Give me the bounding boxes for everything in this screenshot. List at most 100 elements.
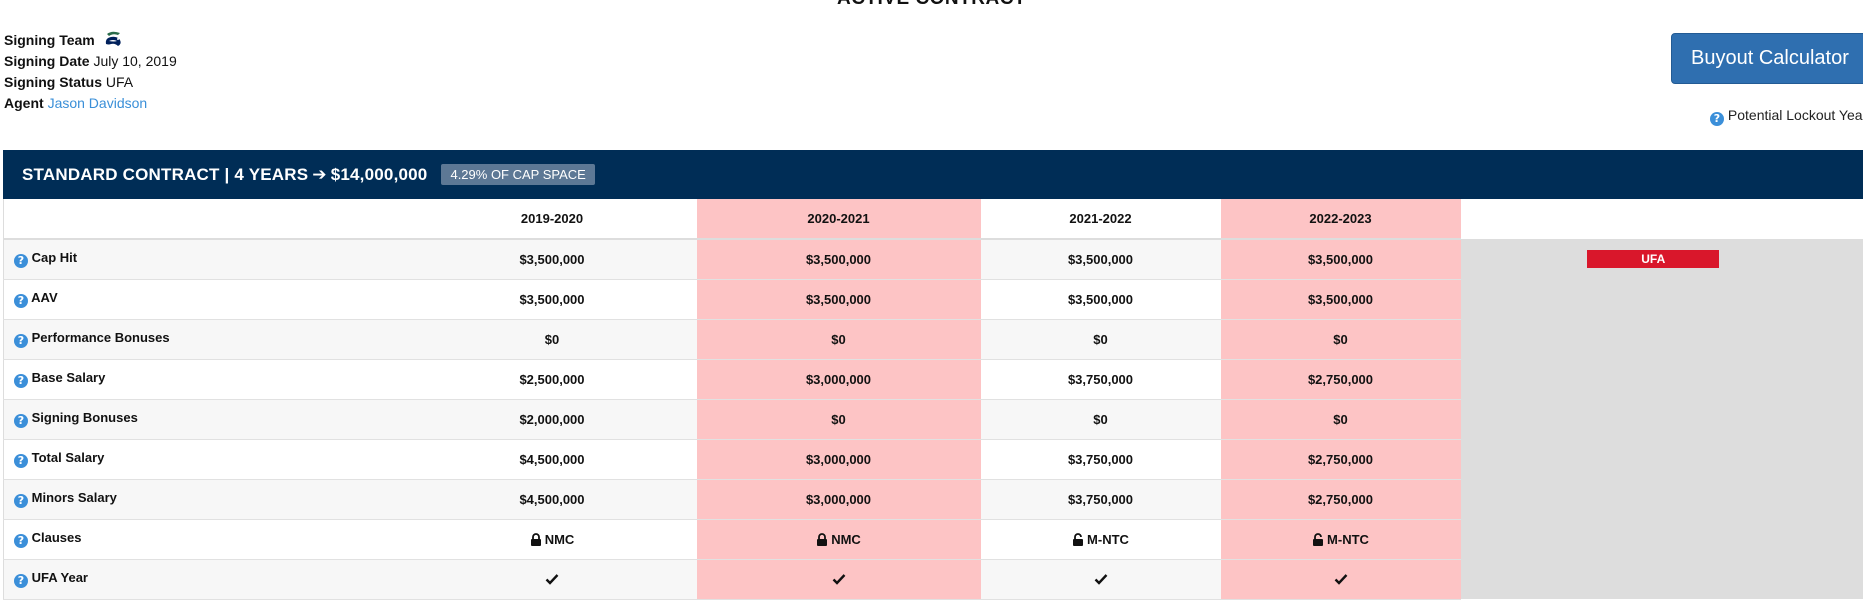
agent-label: Agent (4, 95, 44, 111)
value-cell (697, 559, 981, 599)
buyout-calculator-button[interactable]: Buyout Calculator (1671, 33, 1863, 84)
after-contract-cell: UFA (1461, 239, 1863, 279)
row-label: Clauses (32, 530, 82, 545)
season-header-row: 2019-2020 2020-2021 2021-2022 2022-2023 (4, 199, 1863, 239)
after-contract-cell (1461, 399, 1863, 439)
cell-value: $2,500,000 (519, 372, 584, 387)
value-cell: $0 (1221, 319, 1461, 359)
value-cell: $0 (1221, 399, 1461, 439)
table-row: ? Cap Hit$3,500,000$3,500,000$3,500,000$… (4, 239, 1863, 279)
signing-info: Signing Team Signing Date July 10, 2019 … (4, 30, 177, 114)
check-icon (1094, 573, 1108, 585)
value-cell: $3,000,000 (697, 479, 981, 519)
after-contract-cell (1461, 319, 1863, 359)
help-icon[interactable]: ? (14, 294, 28, 308)
help-icon[interactable]: ? (14, 334, 28, 348)
value-cell: $3,750,000 (981, 439, 1221, 479)
value-cell: $3,500,000 (697, 279, 981, 319)
signing-status-value: UFA (106, 74, 133, 90)
after-contract-header (1461, 199, 1863, 239)
value-cell: $0 (697, 319, 981, 359)
help-icon[interactable]: ? (14, 374, 28, 388)
value-cell: $3,750,000 (981, 479, 1221, 519)
cell-value: $0 (1093, 332, 1107, 347)
value-cell: M-NTC (1221, 519, 1461, 559)
value-cell: $3,500,000 (408, 279, 697, 319)
value-cell: $2,000,000 (408, 399, 697, 439)
potential-lockout-legend: ? Potential Lockout Year (1710, 107, 1863, 126)
cell-value: M-NTC (1327, 532, 1369, 547)
value-cell (981, 559, 1221, 599)
after-contract-cell (1461, 519, 1863, 559)
row-label: Total Salary (32, 450, 105, 465)
cell-value: $3,500,000 (1068, 292, 1133, 307)
ufa-status-badge: UFA (1587, 250, 1719, 268)
row-label: Base Salary (32, 370, 106, 385)
signing-date-row: Signing Date July 10, 2019 (4, 51, 177, 72)
help-icon[interactable]: ? (14, 454, 28, 468)
team-logo-icon[interactable] (103, 30, 125, 50)
table-row: ? Signing Bonuses$2,000,000$0$0$0 (4, 399, 1863, 439)
table-row: ? UFA Year (4, 559, 1863, 599)
value-cell: $4,500,000 (408, 439, 697, 479)
value-cell: NMC (408, 519, 697, 559)
signing-team-row: Signing Team (4, 30, 177, 51)
row-label: UFA Year (32, 570, 88, 585)
cell-value: $3,750,000 (1068, 492, 1133, 507)
row-label: Signing Bonuses (32, 410, 138, 425)
help-icon[interactable]: ? (14, 414, 28, 428)
value-cell: M-NTC (981, 519, 1221, 559)
value-cell: $3,500,000 (1221, 239, 1461, 279)
cell-value: $3,000,000 (806, 372, 871, 387)
cell-value: $2,000,000 (519, 412, 584, 427)
cell-value: $3,750,000 (1068, 372, 1133, 387)
value-cell: $3,500,000 (981, 239, 1221, 279)
after-contract-cell (1461, 439, 1863, 479)
help-icon[interactable]: ? (14, 574, 28, 588)
check-icon (1334, 573, 1348, 585)
contract-table: 2019-2020 2020-2021 2021-2022 2022-2023 … (3, 199, 1863, 600)
row-label-cell: ? Signing Bonuses (4, 399, 408, 439)
value-cell: $2,500,000 (408, 359, 697, 399)
after-contract-cell (1461, 479, 1863, 519)
row-label: Performance Bonuses (32, 330, 170, 345)
value-cell: $2,750,000 (1221, 359, 1461, 399)
table-row: ? Base Salary $2,500,000 $3,000,000 $3,750,… (4, 359, 1863, 399)
contract-panel: STANDARD CONTRACT | 4 YEARS➔$14,000,000 … (3, 150, 1863, 600)
help-icon[interactable]: ? (14, 254, 28, 268)
contract-type-years: STANDARD CONTRACT | 4 YEARS (22, 165, 308, 184)
help-icon[interactable]: ? (14, 534, 28, 548)
cap-space-badge: 4.29% OF CAP SPACE (441, 164, 594, 185)
cell-value: $0 (1093, 412, 1107, 427)
value-cell: $0 (408, 319, 697, 359)
value-cell: $3,000,000 (697, 439, 981, 479)
cell-value: $3,500,000 (1308, 292, 1373, 307)
page-heading: ACTIVE CONTRACT (0, 0, 1863, 10)
signing-team-label: Signing Team (4, 32, 95, 48)
check-icon (545, 573, 559, 585)
value-cell: NMC (697, 519, 981, 559)
table-row: ? Minors Salary$4,500,000$3,000,000$3,75… (4, 479, 1863, 519)
contract-banner-title: STANDARD CONTRACT | 4 YEARS➔$14,000,000 (22, 165, 427, 185)
value-cell: $3,500,000 (981, 279, 1221, 319)
row-label-cell: ? AAV (4, 279, 408, 319)
potential-lockout-label: Potential Lockout Year (1728, 107, 1863, 123)
signing-status-label: Signing Status (4, 74, 102, 90)
help-icon[interactable]: ? (14, 494, 28, 508)
lock-closed-icon (816, 533, 828, 546)
cell-value: $0 (1333, 332, 1347, 347)
lock-closed-icon (530, 533, 542, 546)
cell-value: $3,500,000 (1068, 252, 1133, 267)
help-icon[interactable]: ? (1710, 112, 1724, 126)
value-cell: $3,500,000 (697, 239, 981, 279)
cell-value: $3,000,000 (806, 452, 871, 467)
table-row: ? AAV $3,500,000 $3,500,000 $3,500,000 $3,50… (4, 279, 1863, 319)
cell-value: NMC (831, 532, 861, 547)
signing-date-label: Signing Date (4, 53, 90, 69)
agent-link[interactable]: Jason Davidson (48, 95, 148, 111)
table-row: ? Total Salary $4,500,000 $3,000,000 $3,750… (4, 439, 1863, 479)
header-label-cell (4, 199, 408, 239)
cell-value: $3,500,000 (519, 292, 584, 307)
value-cell: $3,000,000 (697, 359, 981, 399)
cell-value: M-NTC (1087, 532, 1129, 547)
